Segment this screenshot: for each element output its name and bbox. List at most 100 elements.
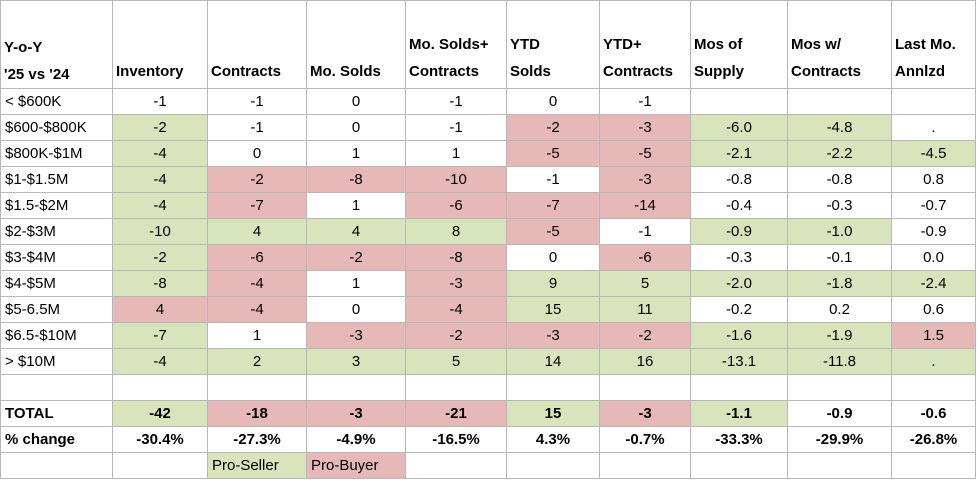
table-cell: -0.8 [690, 166, 788, 193]
table-cell: 0 [306, 88, 406, 115]
table-cell: -0.8 [787, 166, 892, 193]
empty-cell [599, 374, 691, 401]
table-cell: -6 [207, 244, 307, 271]
column-header: Contracts [207, 0, 307, 89]
table-cell: -3 [599, 114, 691, 141]
table-cell: -8 [112, 270, 208, 297]
table-cell: -33.3% [690, 426, 788, 453]
table-cell: -4 [207, 270, 307, 297]
table-row: $5-6.5M 4 -4 0 -4 15 11 -0.2 0.2 0.6 [0, 296, 976, 323]
table-cell: -26.8% [891, 426, 976, 453]
table-cell: 8 [405, 218, 507, 245]
table-cell: 0.8 [891, 166, 976, 193]
column-header-line: Mo. Solds+ [409, 36, 489, 53]
table-cell: -0.9 [891, 218, 976, 245]
table-cell: 0.0 [891, 244, 976, 271]
column-header-line: Mos of [694, 36, 743, 53]
table-cell: -2 [599, 322, 691, 349]
table-cell: -29.9% [787, 426, 892, 453]
table-cell: -0.2 [690, 296, 788, 323]
table-cell: -2.0 [690, 270, 788, 297]
table-cell: -2 [306, 244, 406, 271]
column-header-line: Contracts [603, 63, 674, 80]
total-row: TOTAL -42 -18 -3 -21 15 -3 -1.1 -0.9 -0.6 [0, 400, 976, 427]
row-label: $4-$5M [0, 270, 113, 297]
column-header-line: Inventory [116, 63, 184, 80]
row-label: TOTAL [0, 400, 113, 427]
table-cell: -1.6 [690, 322, 788, 349]
table-cell: -2 [405, 322, 507, 349]
table-cell [891, 88, 976, 115]
table-cell: . [891, 114, 976, 141]
table-cell: 0.2 [787, 296, 892, 323]
column-header-line: YTD+ [603, 36, 642, 53]
table-cell: -10 [112, 218, 208, 245]
column-header-line: Mo. Solds [310, 63, 381, 80]
column-header: YTD+ Contracts [599, 0, 691, 89]
table-cell: -3 [306, 400, 406, 427]
table-cell: 0 [506, 244, 600, 271]
column-header-line: Supply [694, 63, 745, 80]
table-cell: -2 [112, 244, 208, 271]
row-label: $5-6.5M [0, 296, 113, 323]
table-cell: -1.9 [787, 322, 892, 349]
row-label: < $600K [0, 88, 113, 115]
table-cell: 4 [207, 218, 307, 245]
table-cell: -0.7% [599, 426, 691, 453]
empty-cell [112, 452, 208, 479]
table-cell: 1.5 [891, 322, 976, 349]
table-cell: -4 [112, 348, 208, 375]
column-header: Mo. Solds [306, 0, 406, 89]
table-row: $1.5-$2M -4 -7 1 -6 -7 -14 -0.4 -0.3 -0.7 [0, 192, 976, 219]
pct-change-row: % change -30.4% -27.3% -4.9% -16.5% 4.3% -0.7%… [0, 426, 976, 453]
table-cell: 9 [506, 270, 600, 297]
table-cell: -7 [506, 192, 600, 219]
table-cell: -6 [405, 192, 507, 219]
table-cell: -0.1 [787, 244, 892, 271]
table-cell: 1 [306, 270, 406, 297]
empty-cell [207, 374, 307, 401]
table-cell: -1 [207, 114, 307, 141]
table-cell: 0 [306, 114, 406, 141]
table-cell: -6 [599, 244, 691, 271]
table-cell: 0 [506, 88, 600, 115]
table-row: $2-$3M -10 4 4 8 -5 -1 -0.9 -1.0 -0.9 [0, 218, 976, 245]
table-cell: -1 [405, 114, 507, 141]
table-cell: -0.9 [690, 218, 788, 245]
table-cell: 15 [506, 400, 600, 427]
table-cell: -27.3% [207, 426, 307, 453]
table-cell: -4 [405, 296, 507, 323]
table-cell: -1 [112, 88, 208, 115]
column-header-line: Contracts [791, 63, 862, 80]
column-header-line: Contracts [211, 63, 282, 80]
table-cell: . [891, 348, 976, 375]
table-cell: -2.1 [690, 140, 788, 167]
table-cell: -0.4 [690, 192, 788, 219]
table-cell: -4 [112, 166, 208, 193]
row-label: > $10M [0, 348, 113, 375]
table-cell: 5 [599, 270, 691, 297]
column-header-line: Mos w/ [791, 36, 842, 53]
table-cell: -6.0 [690, 114, 788, 141]
column-header-line: Last Mo. [895, 36, 956, 53]
table-cell: 0 [306, 296, 406, 323]
table-cell: -7 [207, 192, 307, 219]
column-header-line: Solds [510, 63, 551, 80]
table-cell: -2 [506, 114, 600, 141]
legend-pro-buyer: Pro-Buyer [306, 452, 406, 479]
table-cell: -4.9% [306, 426, 406, 453]
table-cell: -4.8 [787, 114, 892, 141]
empty-cell [0, 452, 113, 479]
table-cell: -1.8 [787, 270, 892, 297]
table-cell: 3 [306, 348, 406, 375]
table-cell: -2 [112, 114, 208, 141]
table-cell [690, 88, 788, 115]
table-cell: 0.6 [891, 296, 976, 323]
table-cell [787, 88, 892, 115]
table-row: $6.5-$10M -7 1 -3 -2 -3 -2 -1.6 -1.9 1.5 [0, 322, 976, 349]
table-cell: -3 [405, 270, 507, 297]
table-cell: -18 [207, 400, 307, 427]
row-label: $800K-$1M [0, 140, 113, 167]
table-cell: -8 [405, 244, 507, 271]
row-label: $2-$3M [0, 218, 113, 245]
